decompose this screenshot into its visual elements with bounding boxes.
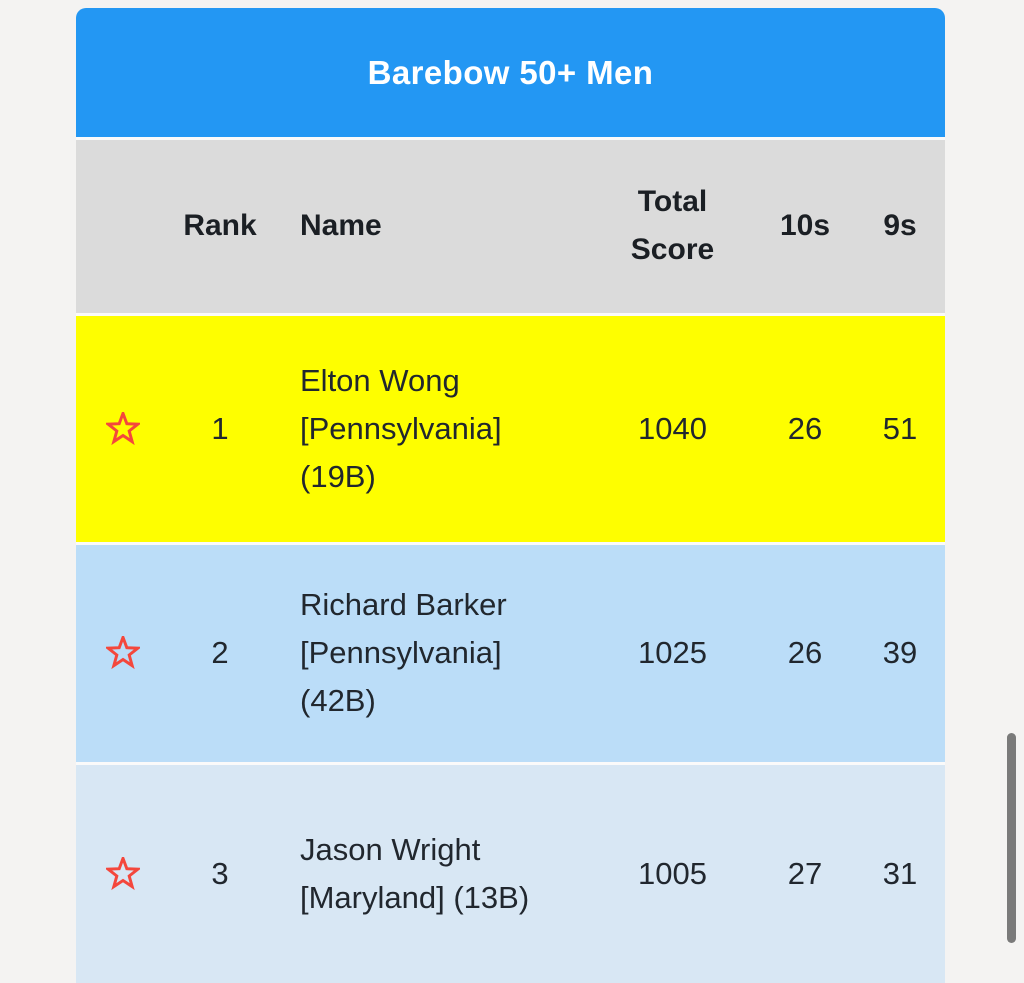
total-score-column-header: Total Score <box>630 185 715 267</box>
name-cell: Jason Wright [Maryland] (13B) <box>300 831 530 915</box>
table-header-row: Rank Name Total Score 10s 9s <box>76 140 945 314</box>
total-score-cell: 1025 <box>638 635 707 670</box>
total-score-cell: 1005 <box>638 855 707 891</box>
star-outline-icon <box>106 636 140 670</box>
category-title: Barebow 50+ Men <box>367 53 654 91</box>
nines-cell: 51 <box>882 410 918 446</box>
name-cell: Elton Wong [Pennsylvania] (19B) <box>300 362 502 494</box>
result-row[interactable]: 1 Elton Wong [Pennsylvania] (19B) 1040 2… <box>76 314 945 543</box>
results-table: Rank Name Total Score 10s 9s 1 Elton Won… <box>76 140 945 983</box>
rank-cell: 1 <box>211 410 229 446</box>
name-column-header: Name <box>300 209 382 243</box>
tens-cell: 26 <box>787 410 823 446</box>
category-title-bar: Barebow 50+ Men <box>76 8 945 140</box>
nines-column-header: 9s <box>883 209 917 243</box>
tens-cell: 27 <box>787 855 823 891</box>
tens-cell: 26 <box>787 635 823 670</box>
favorite-star-cell[interactable] <box>76 763 170 983</box>
star-outline-icon <box>106 411 140 445</box>
result-row[interactable]: 3 Jason Wright [Maryland] (13B) 1005 27 … <box>76 763 945 983</box>
vertical-scrollbar-thumb[interactable] <box>1007 733 1016 943</box>
favorite-star-cell[interactable] <box>76 314 170 543</box>
favorite-star-cell[interactable] <box>76 543 170 763</box>
rank-column-header: Rank <box>183 209 257 243</box>
rank-cell: 3 <box>211 855 229 891</box>
star-outline-icon <box>106 856 140 890</box>
results-card: Barebow 50+ Men Rank Name Total Score 10… <box>76 8 945 983</box>
star-column-header <box>76 140 170 314</box>
tens-column-header: 10s <box>779 209 831 243</box>
nines-cell: 39 <box>882 635 918 670</box>
rank-cell: 2 <box>211 635 229 670</box>
total-score-cell: 1040 <box>638 410 707 446</box>
result-row[interactable]: 2 Richard Barker [Pennsylvania] (42B) 10… <box>76 543 945 763</box>
nines-cell: 31 <box>882 855 918 891</box>
name-cell: Richard Barker [Pennsylvania] (42B) <box>300 587 507 718</box>
